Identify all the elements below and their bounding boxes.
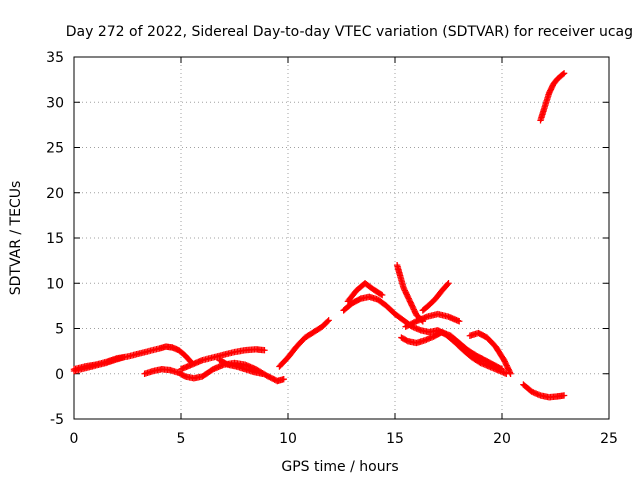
data-point: [259, 370, 266, 377]
data-point: [324, 318, 331, 325]
axis-ticks: 0 5 10 15 20 25 -5 0 5 10 15 20 25 30 35: [46, 50, 618, 447]
x-tick-label: 10: [279, 431, 297, 447]
y-tick-label: 5: [55, 322, 64, 338]
x-tick-label: 20: [493, 431, 511, 447]
chart-title: Day 272 of 2022, Sidereal Day-to-day VTE…: [66, 24, 633, 40]
data-point: [445, 280, 452, 287]
x-tick-label: 5: [177, 431, 186, 447]
y-tick-label: 0: [55, 367, 64, 383]
series-track-8: [344, 280, 386, 305]
data-point: [560, 70, 568, 77]
y-tick-label: 30: [46, 95, 64, 111]
series-track-2: [70, 354, 127, 375]
series-track-13: [402, 310, 463, 330]
data-point: [280, 375, 287, 383]
y-tick-label: 35: [46, 50, 64, 66]
series-track-4: [177, 346, 268, 373]
series-track-12: [466, 329, 514, 377]
data-point: [456, 318, 463, 325]
series-track-6: [276, 317, 332, 370]
x-tick-label: 0: [70, 431, 79, 447]
series-track-14: [520, 381, 568, 401]
data-point: [261, 347, 268, 354]
data-point: [377, 291, 385, 298]
y-tick-label: 20: [46, 186, 64, 202]
data-point: [444, 281, 451, 288]
data-point: [378, 291, 386, 299]
data-point: [559, 70, 567, 78]
y-tick-label: 15: [46, 231, 64, 247]
series-track-10: [398, 328, 506, 373]
data-points: [70, 70, 568, 401]
x-tick-label: 25: [600, 431, 618, 447]
series-track-5: [216, 356, 266, 377]
data-point: [560, 392, 568, 399]
data-point: [325, 317, 332, 324]
data-point: [507, 370, 514, 377]
series-track-3: [141, 359, 287, 385]
y-tick-label: 25: [46, 141, 64, 157]
series-track-15: [537, 70, 568, 124]
x-tick-label: 15: [386, 431, 404, 447]
y-tick-label: -5: [50, 412, 64, 428]
data-point: [120, 354, 127, 361]
data-point: [498, 366, 506, 373]
y-tick-label: 10: [46, 276, 64, 292]
series-track-11: [419, 280, 452, 314]
series-track-9: [393, 261, 427, 325]
x-axis-label: GPS time / hours: [281, 459, 398, 475]
grid: [74, 57, 609, 419]
y-axis-label: SDTVAR / TECUs: [8, 181, 24, 296]
